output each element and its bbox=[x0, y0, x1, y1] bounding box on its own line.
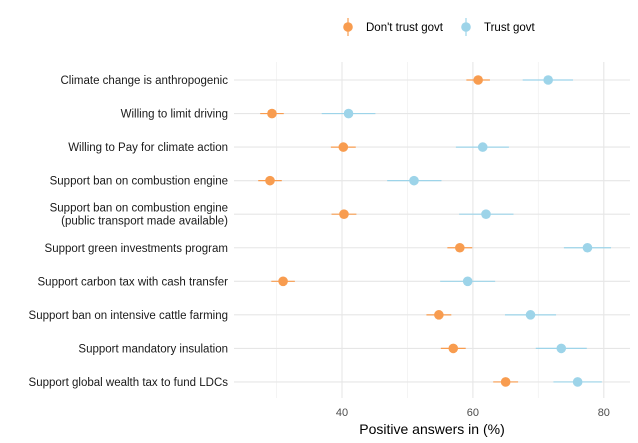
y-category-label: Climate change is anthropogenic bbox=[61, 75, 229, 87]
y-category-label: Willing to Pay for climate action bbox=[68, 142, 228, 154]
data-marks bbox=[258, 75, 612, 387]
y-axis-labels: Climate change is anthropogenic Willing t… bbox=[29, 75, 229, 389]
legend-label-dont-trust: Don't trust govt bbox=[366, 22, 444, 34]
point-trust bbox=[543, 75, 553, 85]
point-dont-trust bbox=[500, 377, 511, 387]
grid-major bbox=[234, 62, 630, 398]
point-dont-trust bbox=[473, 75, 483, 85]
point-trust bbox=[572, 377, 583, 387]
point-dont-trust bbox=[448, 343, 459, 354]
point-dont-trust bbox=[278, 276, 288, 287]
x-tick-label: 40 bbox=[336, 407, 348, 419]
x-axis-labels: 40 60 80 bbox=[336, 407, 610, 419]
y-category-label: Support carbon tax with cash transfer bbox=[38, 276, 229, 288]
legend-label-trust: Trust govt bbox=[484, 22, 536, 34]
x-axis-title: Positive answers in (%) bbox=[359, 421, 505, 437]
y-category-label: Support ban on combustion engine bbox=[50, 176, 228, 188]
legend: Don't trust govt Trust govt bbox=[343, 18, 536, 36]
y-category-label: (public transport made available) bbox=[61, 216, 228, 228]
point-trust bbox=[556, 343, 567, 354]
point-trust bbox=[462, 276, 473, 287]
y-category-label: Willing to limit driving bbox=[121, 109, 228, 121]
y-category-label: Support ban on intensive cattle farming bbox=[29, 310, 228, 322]
point-trust bbox=[582, 242, 593, 253]
point-dont-trust bbox=[455, 242, 465, 253]
x-tick-label: 60 bbox=[467, 407, 479, 419]
y-category-label: Support ban on combustion engine bbox=[50, 203, 228, 215]
grid-minor bbox=[276, 62, 539, 398]
point-trust bbox=[481, 209, 491, 219]
point-dont-trust bbox=[434, 310, 444, 320]
y-category-label: Support global wealth tax to fund LDCs bbox=[29, 377, 229, 389]
point-dont-trust bbox=[265, 175, 275, 186]
legend-marker-trust bbox=[461, 22, 471, 32]
point-dont-trust bbox=[338, 142, 349, 152]
y-category-label: Support mandatory insulation bbox=[78, 343, 228, 355]
point-trust bbox=[525, 310, 536, 320]
legend-marker-dont-trust bbox=[343, 22, 353, 32]
point-trust bbox=[343, 108, 354, 119]
point-trust bbox=[409, 175, 419, 186]
point-dont-trust bbox=[339, 209, 349, 219]
x-tick-label: 80 bbox=[598, 407, 610, 419]
point-trust bbox=[477, 142, 488, 152]
y-category-label: Support green investments program bbox=[45, 243, 228, 255]
point-dont-trust bbox=[267, 108, 277, 119]
